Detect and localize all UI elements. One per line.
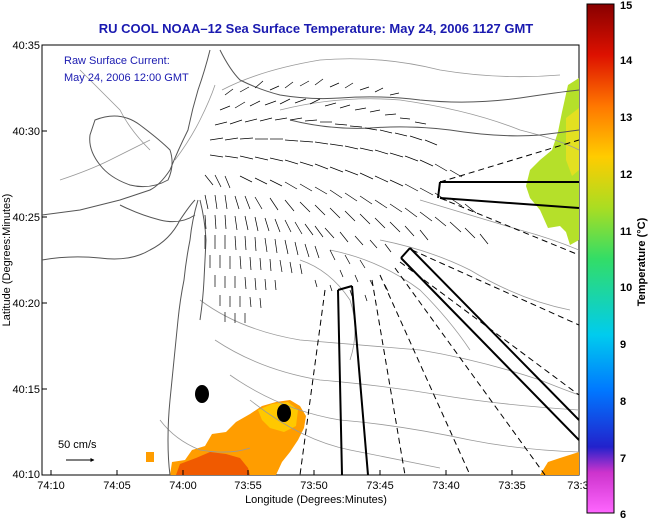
plot-frame [41,44,580,476]
colorbar-tick-label: 13 [620,112,632,124]
x-tick-label: 73:45 [366,480,394,492]
brooklyn-coast [219,49,579,103]
colorbar-tick-label: 6 [620,509,626,519]
y-axis-label: Latitude (Degrees:Minutes) [1,194,13,327]
nj-inland [42,199,196,261]
x-tick-label: 74:00 [169,480,197,492]
x-axis-label: Longitude (Degrees:Minutes) [245,494,387,506]
x-tick-label: 74:10 [37,480,65,492]
land-boundary-west [42,49,211,216]
y-tick-label: 40:30 [12,126,40,138]
station-marker [195,385,209,403]
x-tick-label: 73:50 [300,480,328,492]
colorbar-tick-label: 12 [620,169,632,181]
colorbar-ticks: 15 14 13 12 11 10 9 8 7 6 [620,0,633,519]
sst-patch-east [526,78,579,245]
coverage-dashed [299,139,579,475]
plot-content: Raw Surface Current: May 24, 2006 12:00 … [42,49,579,475]
y-tick-label: 40:35 [12,40,40,52]
colorbar-tick-label: 15 [620,0,632,12]
transect-south-slant [400,247,579,441]
x-tick-label: 73:3 [567,480,588,492]
sst-patch-east-yellow [566,108,579,176]
annotation-line1: Raw Surface Current: [64,55,170,67]
staten-island [89,115,173,188]
tick-marks [42,130,513,475]
sst-patch-south-red [176,452,250,475]
sst-patch-corner [540,452,579,475]
x-tick-label: 73:40 [432,480,460,492]
coastline [42,49,579,475]
annotation-line2: May 24, 2006 12:00 GMT [64,72,189,84]
rockaway [289,119,579,137]
sandy-hook [199,199,207,321]
bathymetry-contours [59,58,579,469]
colorbar-tick-label: 10 [620,282,632,294]
x-tick-label: 73:55 [234,480,262,492]
raritan-bay [119,204,196,223]
station-marker [277,404,291,422]
sst-patches [146,78,579,475]
y-tick-label: 40:25 [12,212,40,224]
current-vectors [204,78,489,323]
x-tick-label: 74:05 [103,480,131,492]
colorbar-tick-label: 7 [620,453,626,465]
y-tick-label: 40:10 [12,469,40,481]
colorbar-tick-label: 14 [620,55,633,67]
sst-patch-small [146,452,154,462]
transect-east [437,181,579,209]
colorbar-tick-label: 8 [620,396,626,408]
nj-coast [167,199,199,475]
colorbar [586,3,615,514]
colorbar-tick-label: 11 [620,226,632,238]
colorbar-tick-label: 9 [620,339,626,351]
x-tick-label: 73:35 [498,480,526,492]
y-tick-label: 40:15 [12,384,40,396]
colorbar-label: Temperature (°C) [636,217,648,306]
map-title: RU COOL NOAA–12 Sea Surface Temperature:… [99,21,534,36]
scale-arrow-label: 50 cm/s [58,439,97,451]
transect-south-vertical [337,285,369,475]
y-tick-label: 40:20 [12,298,40,310]
x-axis-ticks: 74:10 74:05 74:00 73:55 73:50 73:45 73:4… [37,480,588,492]
y-axis-ticks: 40:35 40:30 40:25 40:20 40:15 40:10 [12,40,40,481]
transect-boxes [337,181,579,475]
